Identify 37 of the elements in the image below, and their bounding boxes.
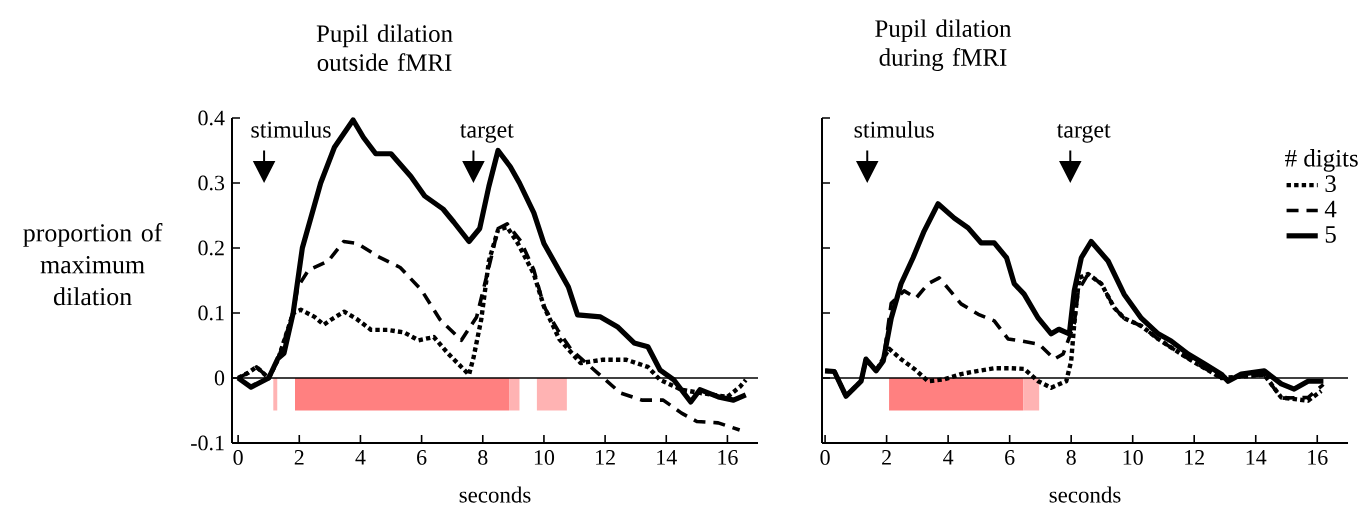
x-tick-label: 16 bbox=[718, 450, 738, 465]
x-tick-label: 8 bbox=[478, 450, 488, 465]
x-tick-label: 4 bbox=[355, 450, 366, 465]
x-tick-label: 10 bbox=[1123, 450, 1143, 465]
x-axis-title: seconds bbox=[1049, 486, 1121, 503]
y-tick-label: 0.2 bbox=[198, 240, 224, 256]
x-tick-label: 6 bbox=[417, 450, 427, 465]
y-tick-label: -0.1 bbox=[191, 435, 224, 451]
y-tick-label: 0.3 bbox=[198, 175, 225, 191]
y-tick-label: 0.4 bbox=[198, 110, 225, 126]
x-tick-label: 8 bbox=[1066, 450, 1076, 465]
y-tick-label: 0 bbox=[214, 370, 225, 386]
x-tick-label: 4 bbox=[943, 450, 954, 465]
x-tick-label: 0 bbox=[233, 450, 243, 465]
x-tick-label: 16 bbox=[1308, 450, 1328, 465]
legend-label: 3 bbox=[1325, 175, 1336, 193]
x-tick-label: 2 bbox=[294, 450, 304, 465]
x-tick-label: 14 bbox=[1246, 450, 1267, 465]
annotation: target bbox=[1056, 124, 1111, 143]
legend-title: # digits bbox=[1285, 149, 1358, 172]
annotation: stimulus bbox=[251, 120, 331, 138]
x-tick-label: 6 bbox=[1005, 450, 1015, 465]
x-tick-label: 10 bbox=[534, 450, 555, 465]
x-tick-label: 12 bbox=[596, 450, 615, 465]
y-axis-title: proportion of maximum dilation bbox=[23, 223, 163, 306]
annotation: target bbox=[460, 124, 514, 143]
legend-label: 4 bbox=[1324, 200, 1337, 218]
x-tick-label: 14 bbox=[657, 450, 677, 465]
x-tick-label: 12 bbox=[1185, 450, 1204, 465]
annotation: stimulus bbox=[854, 120, 934, 138]
x-tick-label: 2 bbox=[882, 450, 891, 465]
chart-title: Pupil dilation outside fMRI bbox=[316, 24, 453, 72]
legend-label: 5 bbox=[1325, 226, 1336, 243]
x-tick-label: 0 bbox=[820, 450, 830, 465]
chart-title: Pupil dilation during fMRI bbox=[875, 19, 1012, 71]
y-tick-label: 0.1 bbox=[198, 305, 224, 321]
x-axis-title: seconds bbox=[459, 486, 531, 503]
